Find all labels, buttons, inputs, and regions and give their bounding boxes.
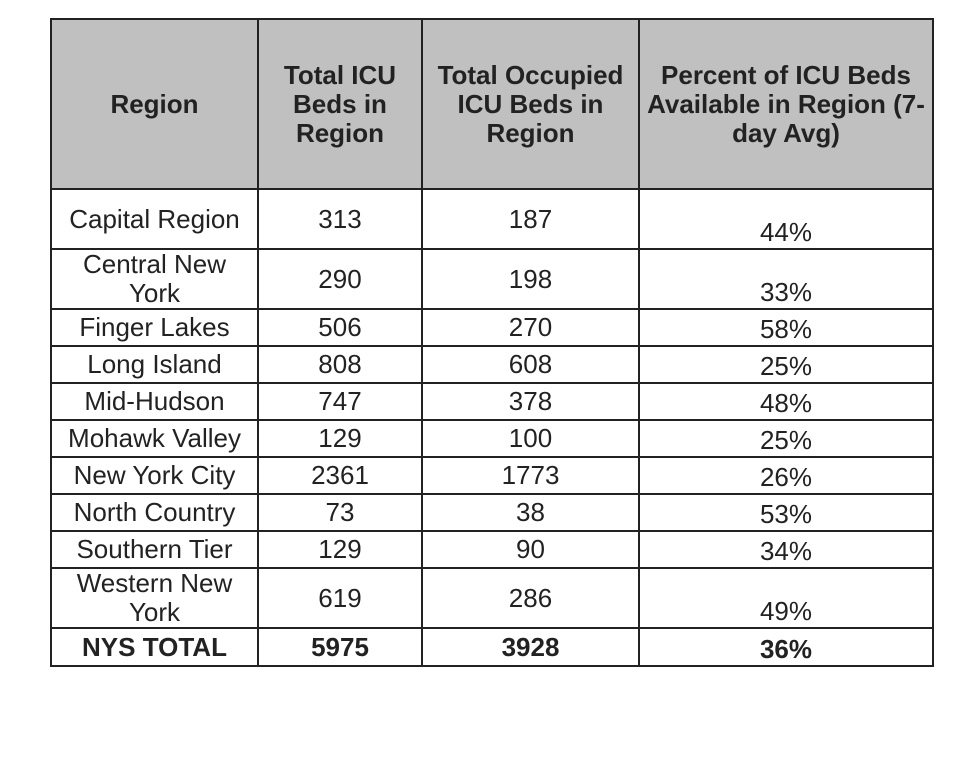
- header-row: Region Total ICU Beds in Region Total Occu…: [50, 18, 934, 190]
- value-cell: 619: [257, 567, 423, 629]
- region-cell: Capital Region: [50, 188, 259, 250]
- total-cell: 5975: [257, 627, 423, 667]
- table-row: North Country 73 38 53%: [50, 493, 934, 532]
- table-row: New York City 2361 1773 26%: [50, 456, 934, 495]
- value-cell: 48%: [638, 382, 934, 421]
- value-cell: 1773: [421, 456, 640, 495]
- value-cell: 25%: [638, 419, 934, 458]
- value-cell: 90: [421, 530, 640, 569]
- value-cell: 270: [421, 308, 640, 347]
- value-cell: 49%: [638, 567, 934, 629]
- total-cell: 3928: [421, 627, 640, 667]
- value-cell: 129: [257, 419, 423, 458]
- value-cell: 608: [421, 345, 640, 384]
- value-cell: 53%: [638, 493, 934, 532]
- value-cell: 38: [421, 493, 640, 532]
- value-cell: 73: [257, 493, 423, 532]
- header-cell: Total ICU Beds in Region: [257, 18, 423, 190]
- total-cell: 36%: [638, 627, 934, 667]
- table-row: Long Island 808 608 25%: [50, 345, 934, 384]
- value-cell: 198: [421, 248, 640, 310]
- value-cell: 378: [421, 382, 640, 421]
- value-cell: 506: [257, 308, 423, 347]
- value-cell: 129: [257, 530, 423, 569]
- table-row: Mid-Hudson 747 378 48%: [50, 382, 934, 421]
- value-cell: 808: [257, 345, 423, 384]
- table-row: Capital Region 313 187 44%: [50, 188, 934, 250]
- region-cell: Western New York: [50, 567, 259, 629]
- region-cell: Central New York: [50, 248, 259, 310]
- value-cell: 33%: [638, 248, 934, 310]
- region-cell: Long Island: [50, 345, 259, 384]
- region-cell: Finger Lakes: [50, 308, 259, 347]
- total-row: NYS TOTAL 5975 3928 36%: [50, 627, 934, 667]
- value-cell: 747: [257, 382, 423, 421]
- region-cell: Mid-Hudson: [50, 382, 259, 421]
- value-cell: 187: [421, 188, 640, 250]
- region-cell: New York City: [50, 456, 259, 495]
- value-cell: 58%: [638, 308, 934, 347]
- table-row: Central New York 290 198 33%: [50, 248, 934, 310]
- header-cell: Percent of ICU Beds Available in Region …: [638, 18, 934, 190]
- header-cell: Region: [50, 18, 259, 190]
- table-row: Southern Tier 129 90 34%: [50, 530, 934, 569]
- value-cell: 25%: [638, 345, 934, 384]
- region-cell: Mohawk Valley: [50, 419, 259, 458]
- region-cell: Southern Tier: [50, 530, 259, 569]
- value-cell: 44%: [638, 188, 934, 250]
- region-cell: North Country: [50, 493, 259, 532]
- value-cell: 26%: [638, 456, 934, 495]
- value-cell: 290: [257, 248, 423, 310]
- header-cell: Total Occupied ICU Beds in Region: [421, 18, 640, 190]
- value-cell: 100: [421, 419, 640, 458]
- total-cell: NYS TOTAL: [50, 627, 259, 667]
- value-cell: 313: [257, 188, 423, 250]
- value-cell: 286: [421, 567, 640, 629]
- table-row: Western New York 619 286 49%: [50, 567, 934, 629]
- icu-table: Region Total ICU Beds in Region Total Occu…: [50, 18, 934, 667]
- value-cell: 34%: [638, 530, 934, 569]
- table-row: Finger Lakes 506 270 58%: [50, 308, 934, 347]
- value-cell: 2361: [257, 456, 423, 495]
- table-row: Mohawk Valley 129 100 25%: [50, 419, 934, 458]
